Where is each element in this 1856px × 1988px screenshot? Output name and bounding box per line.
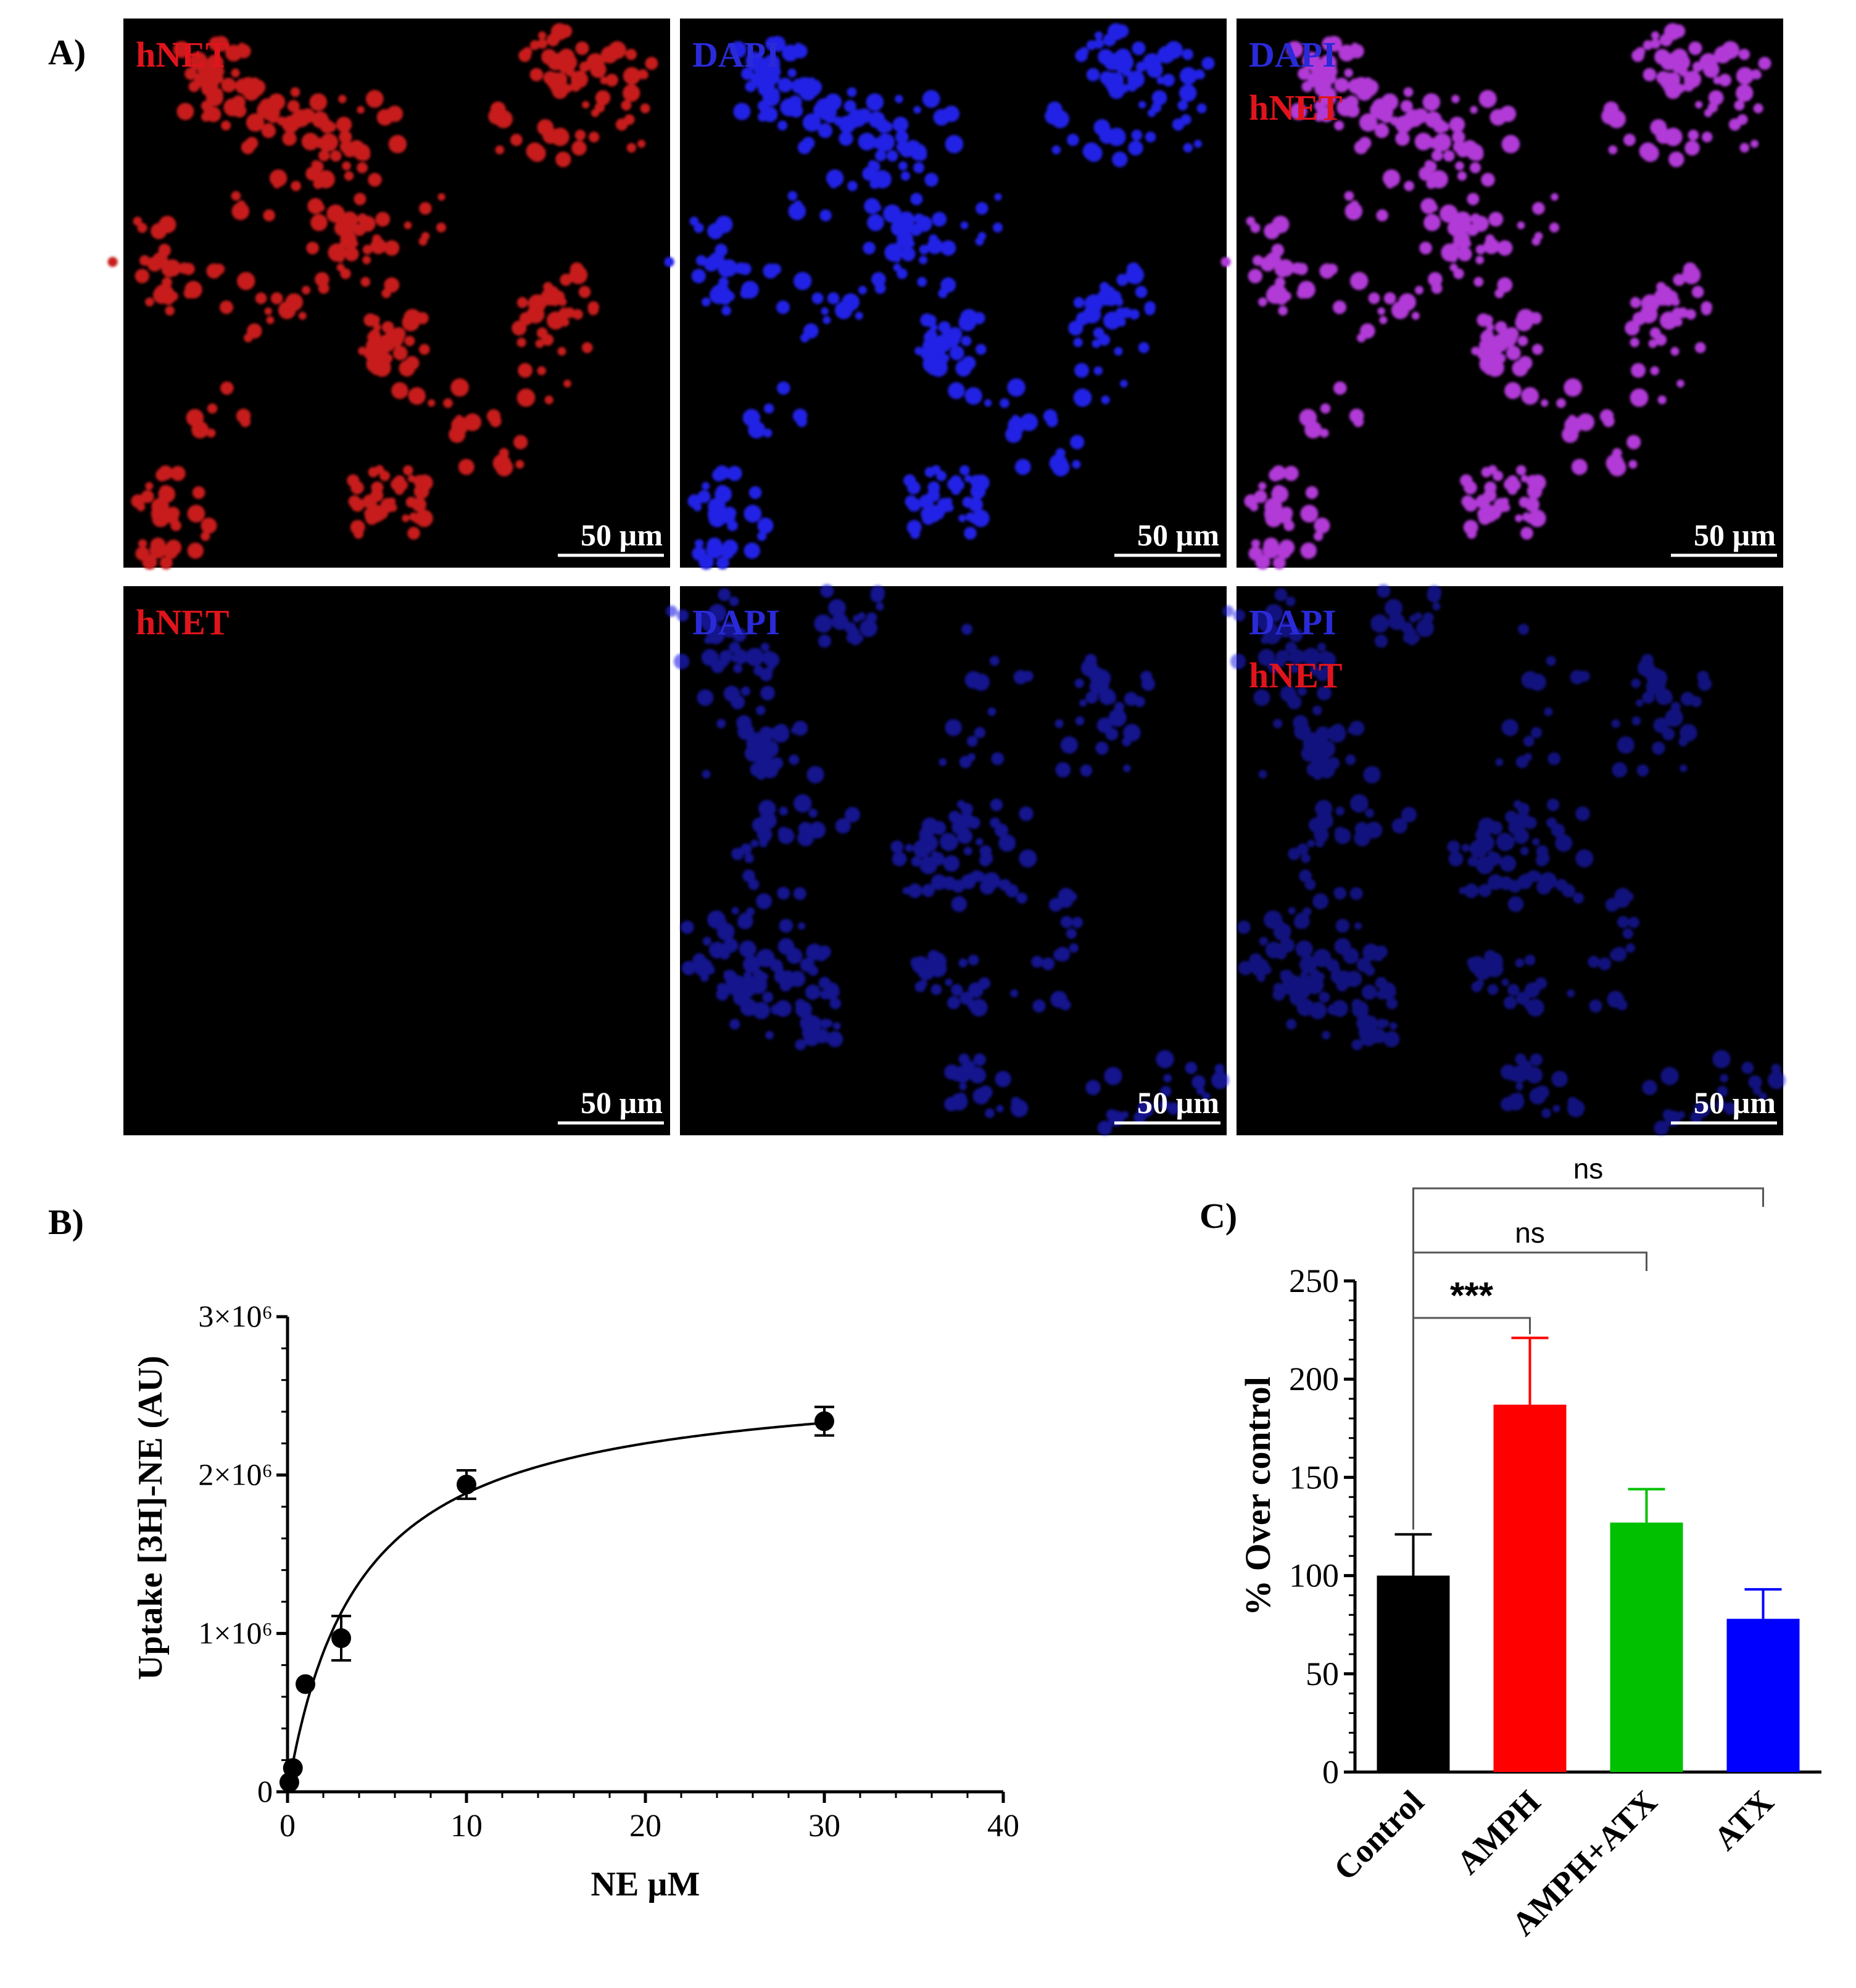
channel-label: DAPI: [692, 35, 780, 75]
c-y-tick-label: 0: [1322, 1754, 1339, 1791]
c-bar: [1493, 1404, 1567, 1772]
c-y-tick-label: 250: [1289, 1262, 1339, 1299]
b-x-axis-label: NE µM: [591, 1865, 700, 1903]
c-significance-label: ***: [1450, 1275, 1494, 1316]
scale-bar-label: 50 µm: [1694, 518, 1776, 552]
channel-label: hNET: [1249, 88, 1343, 128]
b-data-point: [283, 1758, 303, 1778]
scale-bar-label: 50 µm: [1694, 1085, 1776, 1120]
b-y-axis-label: Uptake [3H]-NE (AU): [131, 1356, 170, 1680]
b-y-tick-label: 1×10⁶: [198, 1615, 273, 1650]
cell-nuclei: [107, 23, 658, 570]
c-bars: [1377, 1336, 1800, 1772]
panel-c-tag: C): [1199, 1196, 1237, 1236]
c-bar: [1726, 1618, 1800, 1772]
c-x-tick-label: ATX: [1707, 1783, 1781, 1857]
micrograph-tile: DAPI 50 µm: [666, 584, 1229, 1136]
channel-label: hNET: [136, 602, 230, 642]
b-data-points: [279, 1406, 834, 1792]
cell-nuclei: [666, 584, 1229, 1136]
micrograph-tile: DAPI hNET 50 µm: [1220, 19, 1783, 570]
channel-label: DAPI: [1249, 35, 1336, 75]
b-data-point: [814, 1411, 834, 1431]
c-significance-label: ns: [1515, 1217, 1545, 1249]
c-significance-bracket: [1412, 1317, 1531, 1530]
b-x-tick-label: 10: [450, 1808, 483, 1844]
scale-bar-label: 50 µm: [581, 1085, 663, 1120]
cell-nuclei: [664, 23, 1215, 570]
channel-label: DAPI: [692, 602, 780, 642]
scale-bar-label: 50 µm: [1137, 1085, 1219, 1120]
c-y-tick-label: 200: [1289, 1361, 1339, 1398]
b-x-tick-label: 20: [629, 1808, 661, 1844]
microscopy-panel: hNET 50 µm DAPI 50 µm DAPI hNET 50 µm hNET 50 µm…: [107, 19, 1786, 1136]
micrograph-background: [123, 586, 670, 1135]
b-data-point: [457, 1475, 476, 1495]
b-fit-curve: [286, 1422, 825, 1792]
micrograph-tile: DAPI 50 µm: [664, 19, 1227, 570]
c-bar: [1610, 1522, 1683, 1772]
cell-nuclei: [1220, 23, 1771, 570]
channel-label: hNET: [136, 35, 230, 75]
micrograph-tile: hNET 50 µm: [107, 19, 670, 570]
c-x-tick-label: Control: [1327, 1783, 1431, 1887]
uptake-saturation-chart: 0 1×10⁶ 2×10⁶ 3×10⁶ 0 10 20 30 40 NE µM Uptake […: [131, 1299, 1019, 1903]
micrograph-tile: hNET 50 µm: [123, 586, 670, 1135]
b-axes: 0 1×10⁶ 2×10⁶ 3×10⁶ 0 10 20 30 40: [198, 1299, 1019, 1844]
c-y-tick-label: 50: [1306, 1655, 1339, 1692]
panel-b-tag: B): [48, 1202, 84, 1242]
b-x-tick-label: 30: [808, 1808, 840, 1844]
channel-label: hNET: [1249, 655, 1343, 695]
c-x-tick-label: AMPH: [1449, 1783, 1547, 1881]
c-bar: [1377, 1575, 1450, 1772]
b-y-tick-label: 3×10⁶: [198, 1299, 273, 1333]
b-x-tick-label: 40: [987, 1808, 1019, 1844]
b-data-point: [331, 1628, 351, 1649]
c-y-axis-label: % Over control: [1238, 1377, 1278, 1616]
b-data-point: [296, 1674, 315, 1694]
scale-bar-label: 50 µm: [581, 518, 663, 552]
channel-label: DAPI: [1249, 602, 1336, 642]
c-significance-bracket: [1412, 1187, 1764, 1530]
b-y-tick-label: 2×10⁶: [198, 1457, 273, 1492]
c-y-tick-label: 150: [1289, 1459, 1339, 1496]
c-y-tick-label: 100: [1289, 1557, 1339, 1594]
cell-nuclei: [1222, 584, 1786, 1136]
b-x-tick-label: 0: [280, 1808, 296, 1844]
scale-bar-label: 50 µm: [1137, 518, 1219, 552]
micrograph-tile: DAPI hNET 50 µm: [1222, 584, 1786, 1136]
c-significance-label: ns: [1573, 1153, 1604, 1185]
panel-a-tag: A): [48, 32, 86, 72]
b-y-tick-label: 0: [257, 1774, 273, 1808]
